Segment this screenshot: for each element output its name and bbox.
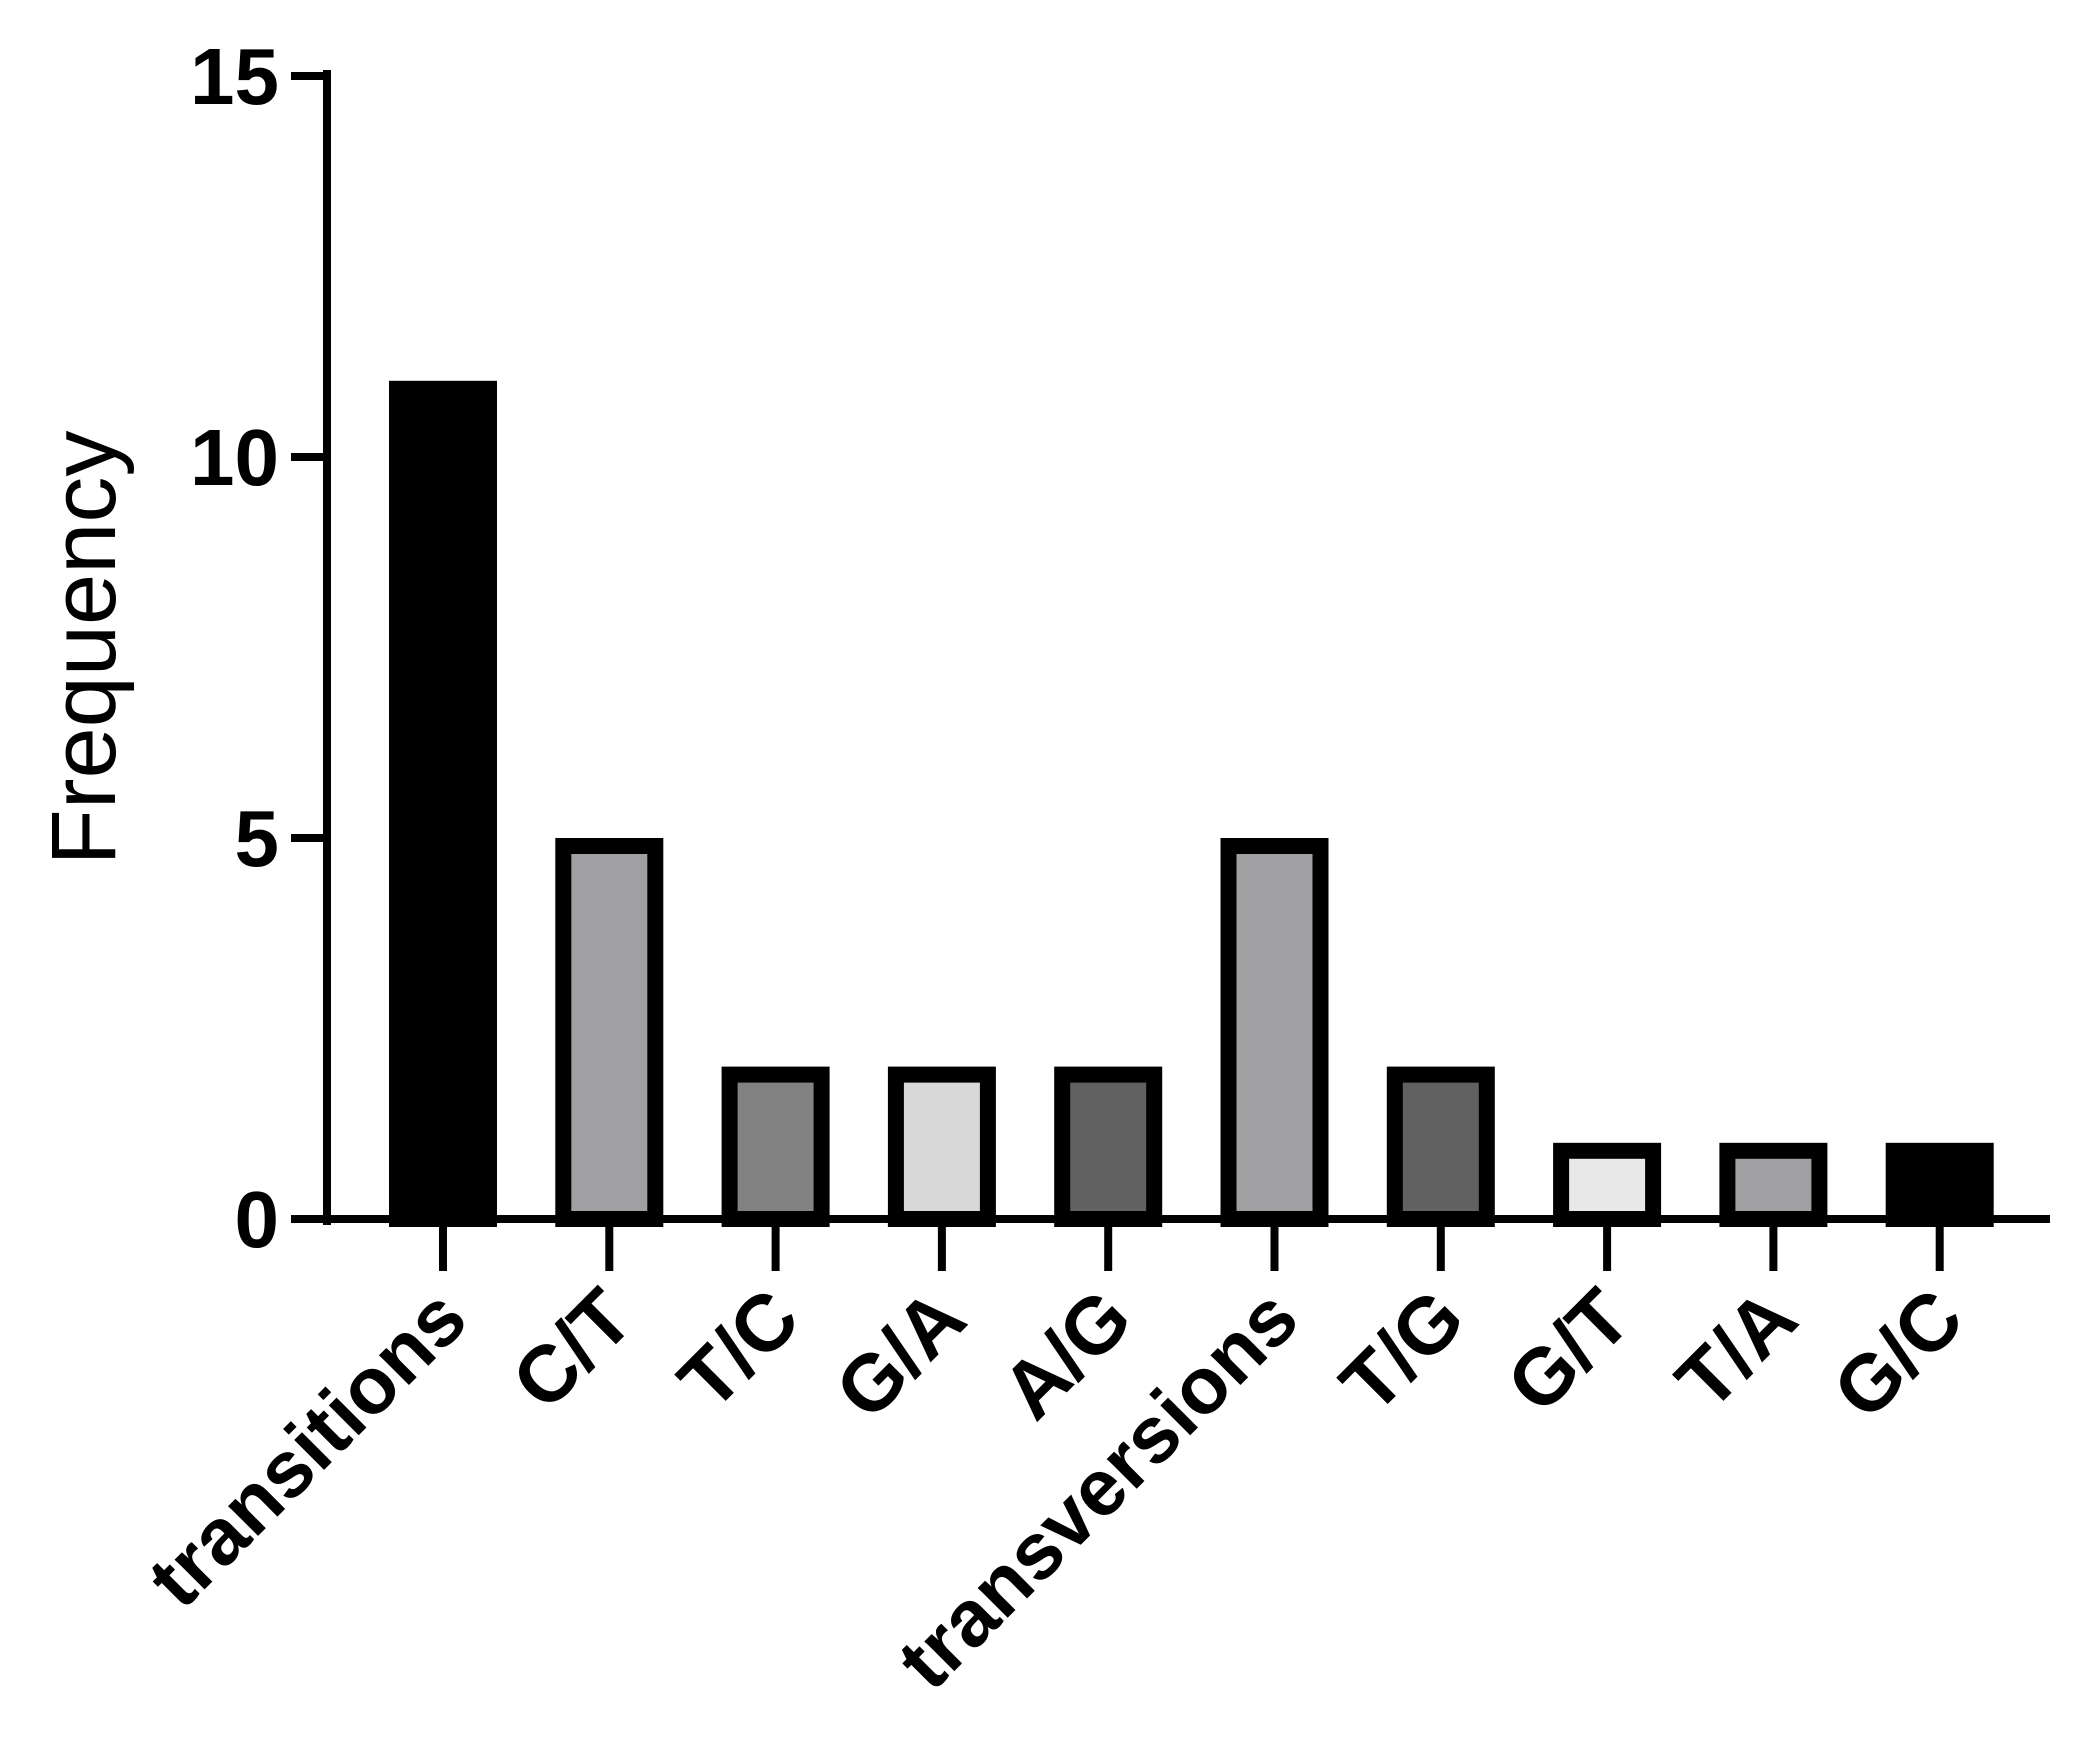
bar-g-t (1553, 1142, 1662, 1228)
bar-t-g (1386, 1066, 1495, 1227)
y-axis-title: Frequency (33, 431, 135, 866)
x-tick-label-g-t: G/T (1490, 1272, 1647, 1429)
bar-t-c (721, 1066, 830, 1227)
x-tick-label-t-a: T/A (1659, 1272, 1813, 1426)
bar-a-g (1054, 1066, 1163, 1227)
y-tick-label-15: 15 (190, 32, 279, 121)
x-tick-label-g-c: G/C (1816, 1272, 1980, 1436)
x-tick-label-t-c: T/C (662, 1272, 816, 1426)
bar-t-a (1719, 1142, 1828, 1228)
bar-c-t (555, 838, 664, 1227)
x-tick-label-t-g: T/G (1324, 1272, 1481, 1429)
x-tick-label-c-t: C/T (495, 1272, 649, 1426)
axes-group (291, 70, 2050, 1271)
x-tick-label-g-a: G/A (818, 1272, 982, 1436)
bar-g-c (1885, 1142, 1994, 1228)
y-tick-label-10: 10 (190, 413, 279, 502)
bar-g-a (887, 1066, 996, 1227)
bar-transitions (389, 380, 497, 1227)
bars-group (389, 380, 1994, 1228)
y-tick-label-0: 0 (235, 1175, 280, 1264)
x-tick-label-transitions: transitions (131, 1272, 483, 1624)
y-tick-label-5: 5 (235, 794, 280, 883)
bar-transversions (1220, 838, 1329, 1227)
